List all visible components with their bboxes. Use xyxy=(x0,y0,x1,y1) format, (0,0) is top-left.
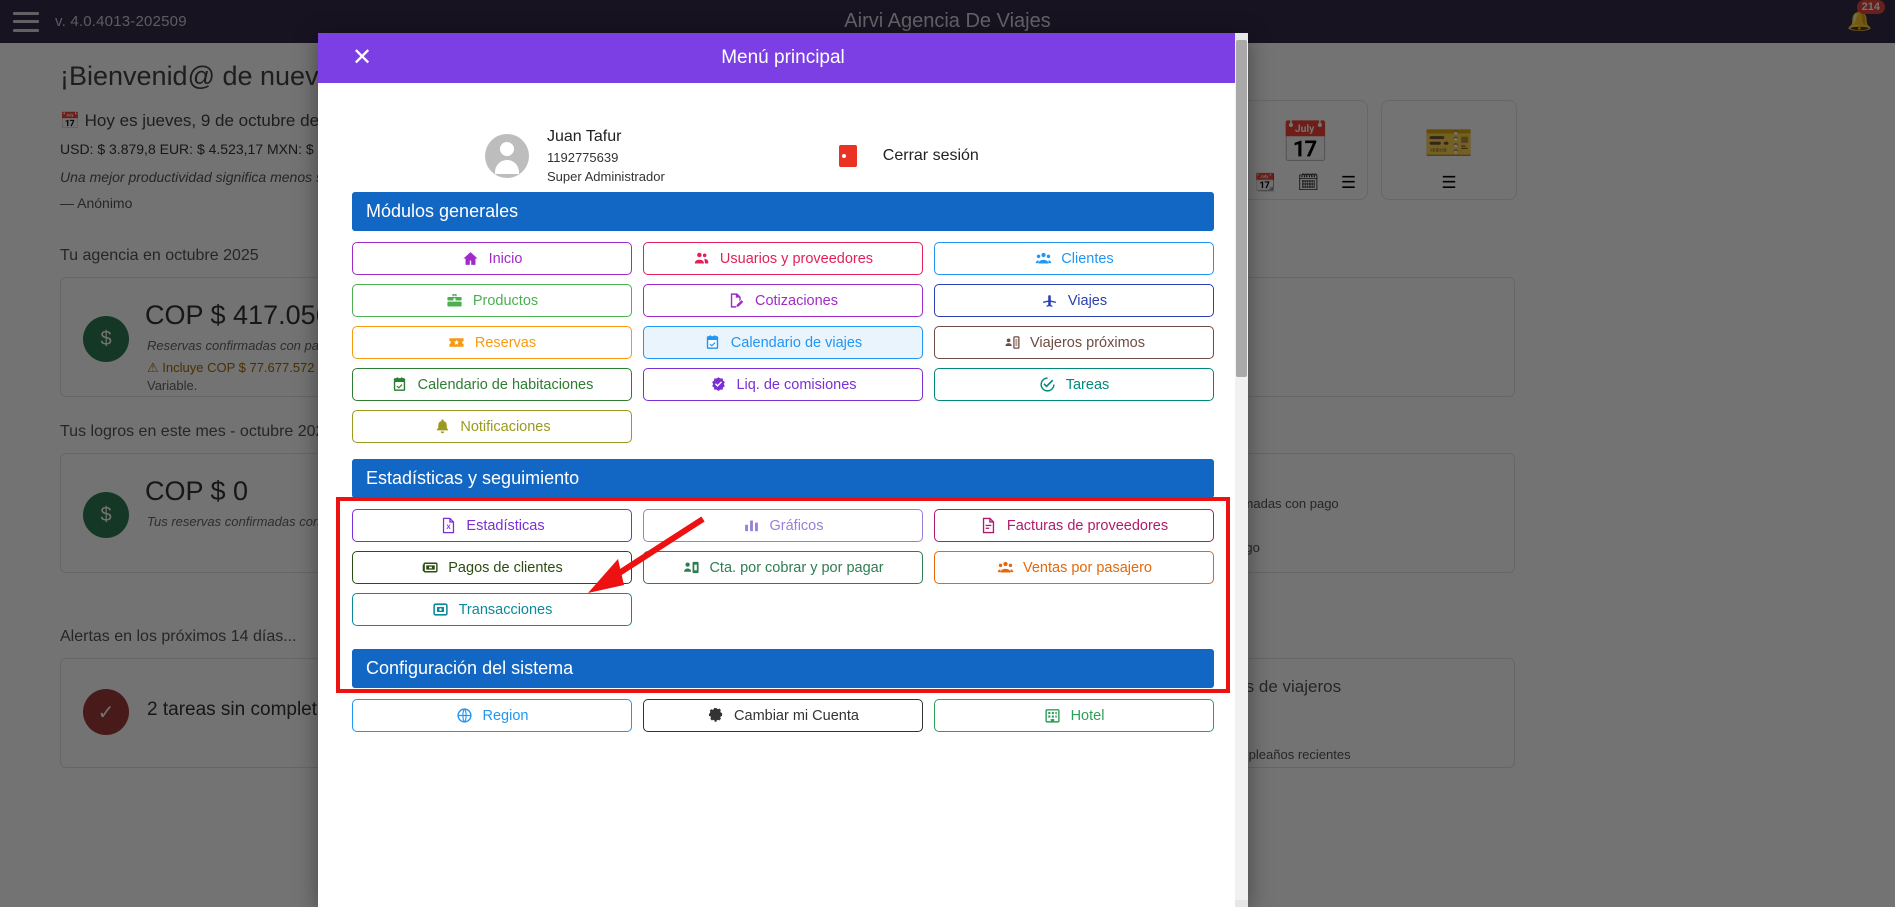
menu-button-label: Productos xyxy=(472,292,539,309)
transaction-icon xyxy=(432,601,450,619)
menu-button-ventas-por-pasajero[interactable]: Ventas por pasajero xyxy=(934,551,1214,584)
menu-button-calendario-de-habitaciones[interactable]: Calendario de habitaciones xyxy=(352,368,632,401)
menu-button-estad-sticas[interactable]: X Estadísticas xyxy=(352,509,632,542)
menu-button-label: Viajeros próximos xyxy=(1030,334,1145,351)
scrollbar-thumb[interactable] xyxy=(1236,40,1247,377)
menu-button-viajeros-pr-ximos[interactable]: Viajeros próximos xyxy=(934,326,1214,359)
excel-file-icon: X xyxy=(439,517,457,535)
user-summary-row: Juan Tafur 1192775639 Super Administrado… xyxy=(352,83,1214,188)
menu-button-reservas[interactable]: Reservas xyxy=(352,326,632,359)
user-info: Juan Tafur 1192775639 Super Administrado… xyxy=(547,128,665,184)
home-icon xyxy=(462,250,480,268)
hotel-icon xyxy=(1044,707,1062,725)
menu-button-label: Viajes xyxy=(1067,292,1108,309)
menu-button-label: Cta. por cobrar y por pagar xyxy=(709,559,884,576)
menu-button-hotel[interactable]: Hotel xyxy=(934,699,1214,732)
section-title: Estadísticas y seguimiento xyxy=(352,459,1214,498)
person-card-icon xyxy=(682,559,700,577)
menu-button-label: Ventas por pasajero xyxy=(1023,559,1152,576)
menu-button-label: Notificaciones xyxy=(460,418,551,435)
menu-button-label: Gráficos xyxy=(769,517,824,534)
section-configuracion-sistema: Configuración del sistema Region Cambiar … xyxy=(352,649,1214,732)
money-stack-icon xyxy=(421,559,439,577)
ticket-star-icon xyxy=(448,334,466,352)
section-title: Módulos generales xyxy=(352,192,1214,231)
dialog-scrollbar[interactable] xyxy=(1235,33,1248,907)
menu-button-label: Liq. de comisiones xyxy=(736,376,857,393)
svg-text:X: X xyxy=(446,524,451,531)
people-group-icon xyxy=(996,559,1014,577)
menu-button-label: Calendario de habitaciones xyxy=(417,376,594,393)
avatar xyxy=(485,133,529,178)
users-icon xyxy=(693,250,711,268)
user-role: Super Administrador xyxy=(547,168,665,184)
menu-button-label: Cambiar mi Cuenta xyxy=(734,707,859,724)
menu-button-label: Tareas xyxy=(1065,376,1110,393)
section-estadisticas-seguimiento: Estadísticas y seguimiento X Estadísticas… xyxy=(352,459,1214,626)
region-icon xyxy=(456,707,474,725)
bar-chart-icon xyxy=(743,517,761,535)
invoice-file-icon xyxy=(980,517,998,535)
dialog-header: ✕ Menú principal xyxy=(318,33,1248,83)
menu-button-viajes[interactable]: Viajes xyxy=(934,284,1214,317)
logout-label: Cerrar sesión xyxy=(882,146,979,164)
calendar-check-icon xyxy=(704,334,722,352)
menu-button-transacciones[interactable]: Transacciones xyxy=(352,593,632,626)
id-card-icon xyxy=(1003,334,1021,352)
scroll-down-arrow[interactable] xyxy=(1235,900,1248,907)
menu-button-facturas-de-proveedores[interactable]: Facturas de proveedores xyxy=(934,509,1214,542)
people-group-icon xyxy=(1034,250,1052,268)
close-icon[interactable]: ✕ xyxy=(352,44,373,71)
scroll-up-arrow[interactable] xyxy=(1235,33,1248,40)
menu-button-cambiar-mi-cuenta[interactable]: Cambiar mi Cuenta xyxy=(643,699,923,732)
logout-button[interactable]: Cerrar sesión xyxy=(838,144,979,167)
module-button-grid: Inicio Usuarios y proveedores Clientes Prod… xyxy=(352,242,1214,443)
menu-button-label: Reservas xyxy=(474,334,537,351)
menu-button-tareas[interactable]: Tareas xyxy=(934,368,1214,401)
menu-button-clientes[interactable]: Clientes xyxy=(934,242,1214,275)
menu-button-gr-ficos[interactable]: Gráficos xyxy=(643,509,923,542)
config-button-grid: Region Cambiar mi Cuenta Hotel xyxy=(352,699,1214,732)
dialog-title: Menú principal xyxy=(721,47,845,68)
menu-button-label: Cotizaciones xyxy=(754,292,838,309)
menu-button-productos[interactable]: Productos xyxy=(352,284,632,317)
calendar-check-icon xyxy=(391,376,409,394)
menu-button-label: Usuarios y proveedores xyxy=(719,250,874,267)
quote-file-icon xyxy=(728,292,746,310)
menu-button-label: Hotel xyxy=(1070,707,1105,724)
menu-button-label: Estadísticas xyxy=(466,517,545,534)
menu-button-liq-de-comisiones[interactable]: Liq. de comisiones xyxy=(643,368,923,401)
menu-button-notificaciones[interactable]: Notificaciones xyxy=(352,410,632,443)
menu-button-inicio[interactable]: Inicio xyxy=(352,242,632,275)
menu-button-label: Region xyxy=(482,707,529,724)
gear-icon xyxy=(707,707,725,725)
menu-button-calendario-de-viajes[interactable]: Calendario de viajes xyxy=(643,326,923,359)
dialog-body: Juan Tafur 1192775639 Super Administrado… xyxy=(318,83,1248,907)
menu-button-label: Clientes xyxy=(1061,250,1114,267)
briefcase-icon xyxy=(446,292,464,310)
menu-button-label: Facturas de proveedores xyxy=(1006,517,1169,534)
section-modulos-generales: Módulos generales Inicio Usuarios y prove… xyxy=(352,192,1214,443)
menu-button-label: Inicio xyxy=(488,250,523,267)
menu-button-usuarios-y-proveedores[interactable]: Usuarios y proveedores xyxy=(643,242,923,275)
menu-button-pagos-de-clientes[interactable]: Pagos de clientes xyxy=(352,551,632,584)
user-id: 1192775639 xyxy=(547,149,619,165)
exit-door-icon xyxy=(838,144,857,167)
menu-button-label: Transacciones xyxy=(458,601,553,618)
stats-button-grid: X Estadísticas Gráficos Facturas de proveed… xyxy=(352,509,1214,626)
menu-button-cotizaciones[interactable]: Cotizaciones xyxy=(643,284,923,317)
menu-button-region[interactable]: Region xyxy=(352,699,632,732)
section-title: Configuración del sistema xyxy=(352,649,1214,688)
user-name: Juan Tafur xyxy=(547,127,622,145)
menu-button-label: Calendario de viajes xyxy=(730,334,863,351)
bell-icon xyxy=(433,418,451,436)
menu-button-label: Pagos de clientes xyxy=(448,559,563,576)
airplane-icon xyxy=(1041,292,1059,310)
task-check-icon xyxy=(1039,376,1057,394)
menu-button-cta-por-cobrar-y-por-pagar[interactable]: Cta. por cobrar y por pagar xyxy=(643,551,923,584)
badge-check-icon xyxy=(709,376,727,394)
main-menu-dialog: ✕ Menú principal Juan Tafur 1192775639 S… xyxy=(318,33,1248,907)
